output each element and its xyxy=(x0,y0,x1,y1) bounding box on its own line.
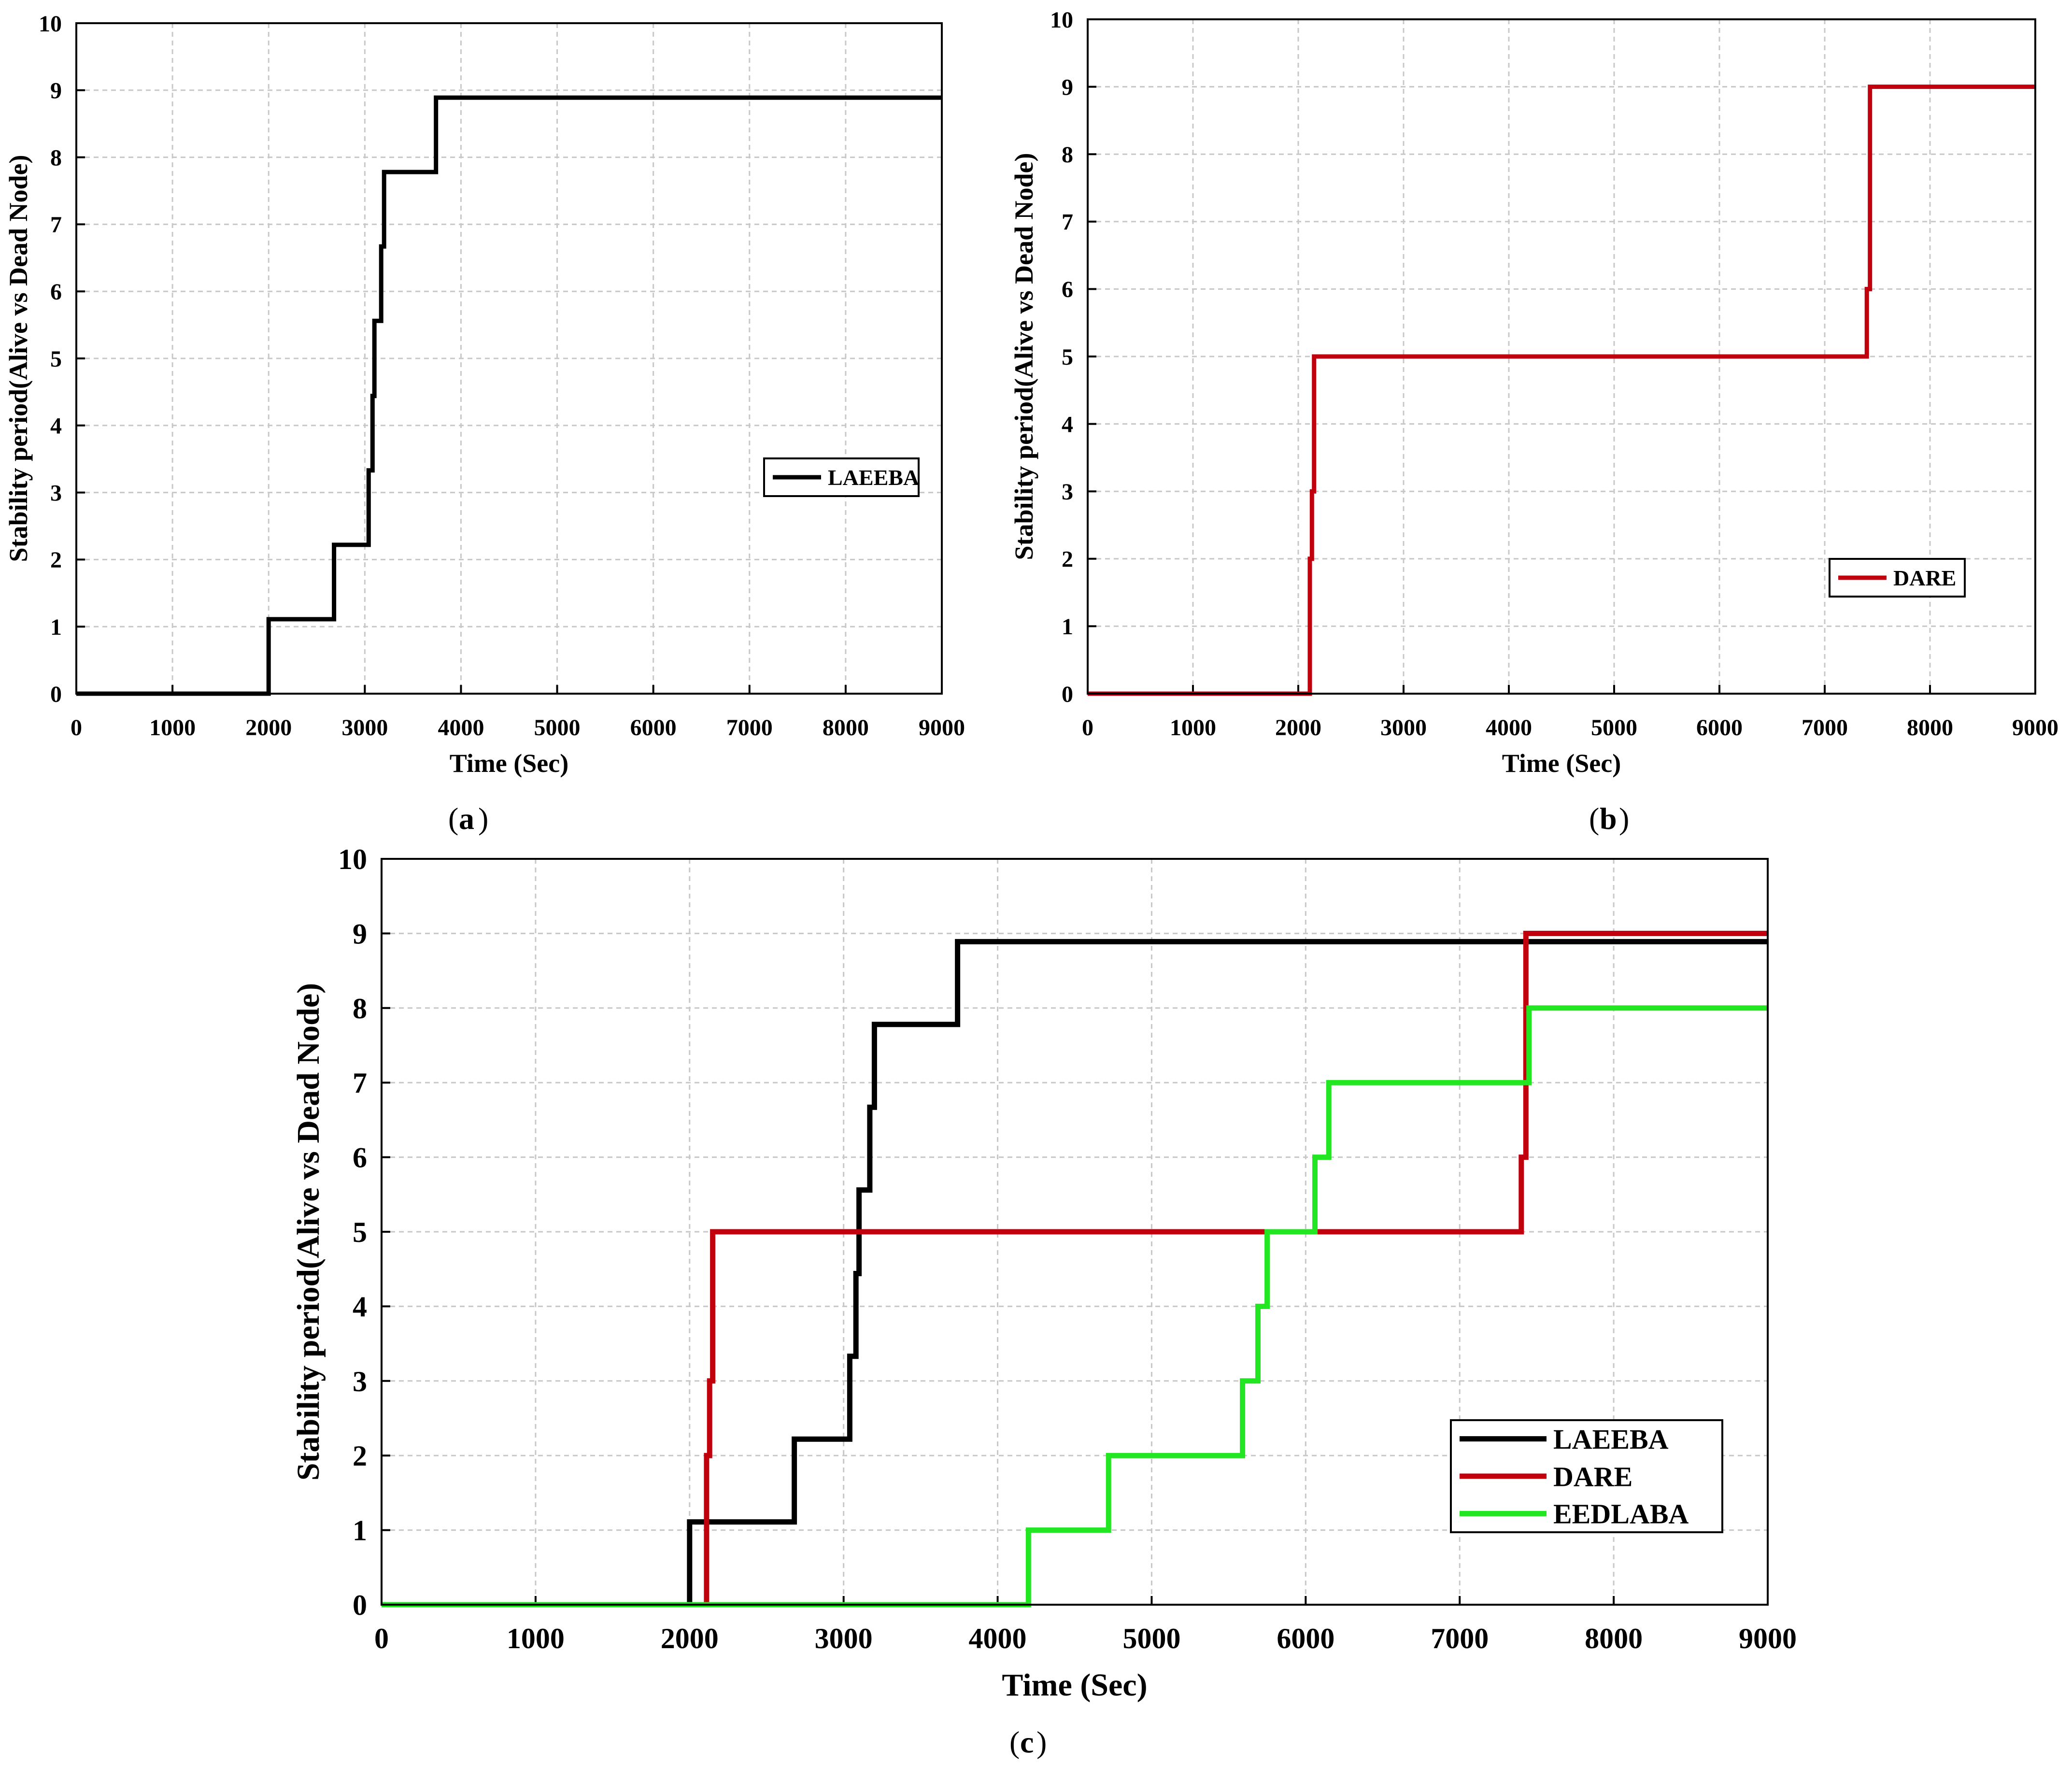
x-tick-label: 4000 xyxy=(438,715,484,741)
series-line-dare xyxy=(382,930,1768,1608)
x-tick-label: 1000 xyxy=(1170,715,1216,741)
x-tick-label: 7000 xyxy=(1431,1623,1489,1654)
y-tick-label: 10 xyxy=(338,843,367,875)
caption-a-close: ) xyxy=(478,801,488,836)
chart-c: 0 1000 2000 3000 4000 5000 6000 7000 8000 9000 0 1 2… xyxy=(291,843,1797,1703)
y-tick-label: 2 xyxy=(353,1440,367,1472)
chart-a: 0 1000 2000 3000 4000 5000 6000 7000 8000 9000 0 1 2… xyxy=(4,11,965,778)
x-tick-label: 6000 xyxy=(630,715,677,741)
x-tick-label: 0 xyxy=(71,715,82,741)
x-tick-label: 1000 xyxy=(507,1623,565,1654)
legend-label-laeeba: LAEEBA xyxy=(828,465,919,490)
legend-label-dare: DARE xyxy=(1893,566,1956,590)
caption-b: b xyxy=(1600,801,1617,836)
y-tick-label: 7 xyxy=(353,1067,367,1099)
y-tick-label: 7 xyxy=(50,212,62,238)
y-tick-label: 10 xyxy=(1050,7,1073,33)
x-tick-label: 3000 xyxy=(815,1623,873,1654)
x-tick-label: 4000 xyxy=(1486,715,1532,741)
x-tick-label: 2000 xyxy=(661,1623,719,1654)
legend-label-dare: DARE xyxy=(1553,1461,1632,1492)
x-tick-label: 0 xyxy=(1082,715,1093,741)
y-tick-label: 7 xyxy=(1062,210,1073,235)
x-tick-label: 9000 xyxy=(919,715,965,741)
y-tick-label: 9 xyxy=(353,918,367,950)
y-tick-label: 8 xyxy=(50,145,62,171)
caption-b-close: ) xyxy=(1619,801,1629,836)
y-axis-label: Stability period(Alive vs Dead Node) xyxy=(1009,153,1038,560)
caption-a: a xyxy=(459,801,474,836)
y-tick-label: 1 xyxy=(50,614,62,640)
y-tick-label: 6 xyxy=(1062,277,1073,302)
y-tick-label: 0 xyxy=(50,682,62,707)
legend: LAEEBA xyxy=(763,457,920,497)
legend-label-laeeba: LAEEBA xyxy=(1553,1424,1669,1455)
y-tick-label: 0 xyxy=(1062,682,1073,707)
x-tick-label: 5000 xyxy=(1122,1623,1180,1654)
y-tick-label: 1 xyxy=(1062,614,1073,640)
y-tick-label: 5 xyxy=(1062,344,1073,370)
y-tick-label: 8 xyxy=(353,993,367,1025)
x-tick-label: 3000 xyxy=(1380,715,1427,741)
x-tick-label: 8000 xyxy=(823,715,869,741)
x-axis-label: Time (Sec) xyxy=(450,749,568,778)
y-tick-label: 5 xyxy=(353,1216,367,1248)
y-axis-label: Stability period(Alive vs Dead Node) xyxy=(291,983,326,1481)
caption-c-open: ( xyxy=(1009,1725,1020,1759)
x-tick-label: 3000 xyxy=(341,715,388,741)
y-tick-label: 6 xyxy=(353,1142,367,1174)
legend: LAEEBA DARE EEDLABA xyxy=(1450,1419,1723,1533)
x-tick-label: 0 xyxy=(374,1623,389,1654)
x-tick-label: 8000 xyxy=(1907,715,1953,741)
series-line-dare xyxy=(1088,85,2035,696)
plot-frame xyxy=(75,22,943,695)
series-line-laeeba xyxy=(76,95,942,696)
caption-b-open: ( xyxy=(1589,801,1599,836)
x-tick-label: 8000 xyxy=(1585,1623,1643,1654)
y-tick-label: 1 xyxy=(353,1515,367,1547)
y-tick-label: 6 xyxy=(50,279,62,305)
y-tick-label: 4 xyxy=(50,413,62,439)
x-tick-label: 5000 xyxy=(534,715,581,741)
y-axis-label: Stability period(Alive vs Dead Node) xyxy=(4,155,33,562)
x-tick-label: 9000 xyxy=(1739,1623,1797,1654)
y-tick-label: 5 xyxy=(50,346,62,372)
y-tick-label: 2 xyxy=(50,547,62,573)
y-tick-label: 8 xyxy=(1062,142,1073,168)
legend: DARE xyxy=(1829,558,1966,598)
y-tick-label: 4 xyxy=(1062,412,1073,437)
x-tick-label: 2000 xyxy=(1275,715,1321,741)
caption-c: c xyxy=(1020,1725,1034,1759)
caption-a-open: ( xyxy=(448,801,458,836)
x-tick-label: 1000 xyxy=(149,715,196,741)
plot-frame xyxy=(1087,18,2036,695)
y-tick-label: 10 xyxy=(39,11,62,37)
x-tick-label: 5000 xyxy=(1591,715,1637,741)
x-tick-label: 4000 xyxy=(969,1623,1027,1654)
x-tick-label: 7000 xyxy=(1802,715,1848,741)
y-tick-label: 3 xyxy=(50,480,62,506)
x-tick-label: 9000 xyxy=(2012,715,2058,741)
y-tick-label: 3 xyxy=(353,1366,367,1397)
y-tick-label: 4 xyxy=(353,1291,367,1323)
chart-b: 0 1000 2000 3000 4000 5000 6000 7000 8000 9000 0 1 2… xyxy=(1009,7,2058,778)
plot-frame xyxy=(381,858,1769,1606)
x-tick-label: 6000 xyxy=(1696,715,1743,741)
x-axis-label: Time (Sec) xyxy=(1002,1667,1147,1703)
x-axis-label: Time (Sec) xyxy=(1502,749,1621,778)
series-line-eedlaba xyxy=(382,1005,1768,1608)
series-line-laeeba xyxy=(382,939,1768,1608)
y-tick-label: 0 xyxy=(353,1589,367,1621)
y-tick-label: 2 xyxy=(1062,547,1073,572)
y-tick-label: 9 xyxy=(50,78,62,104)
plot-area xyxy=(76,23,942,694)
y-tick-label: 9 xyxy=(1062,74,1073,100)
y-tick-label: 3 xyxy=(1062,479,1073,505)
caption-c-close: ) xyxy=(1036,1725,1047,1759)
x-tick-label: 2000 xyxy=(245,715,292,741)
legend-label-eedlaba: EEDLABA xyxy=(1553,1498,1689,1530)
x-tick-label: 7000 xyxy=(726,715,773,741)
x-tick-label: 6000 xyxy=(1277,1623,1334,1654)
